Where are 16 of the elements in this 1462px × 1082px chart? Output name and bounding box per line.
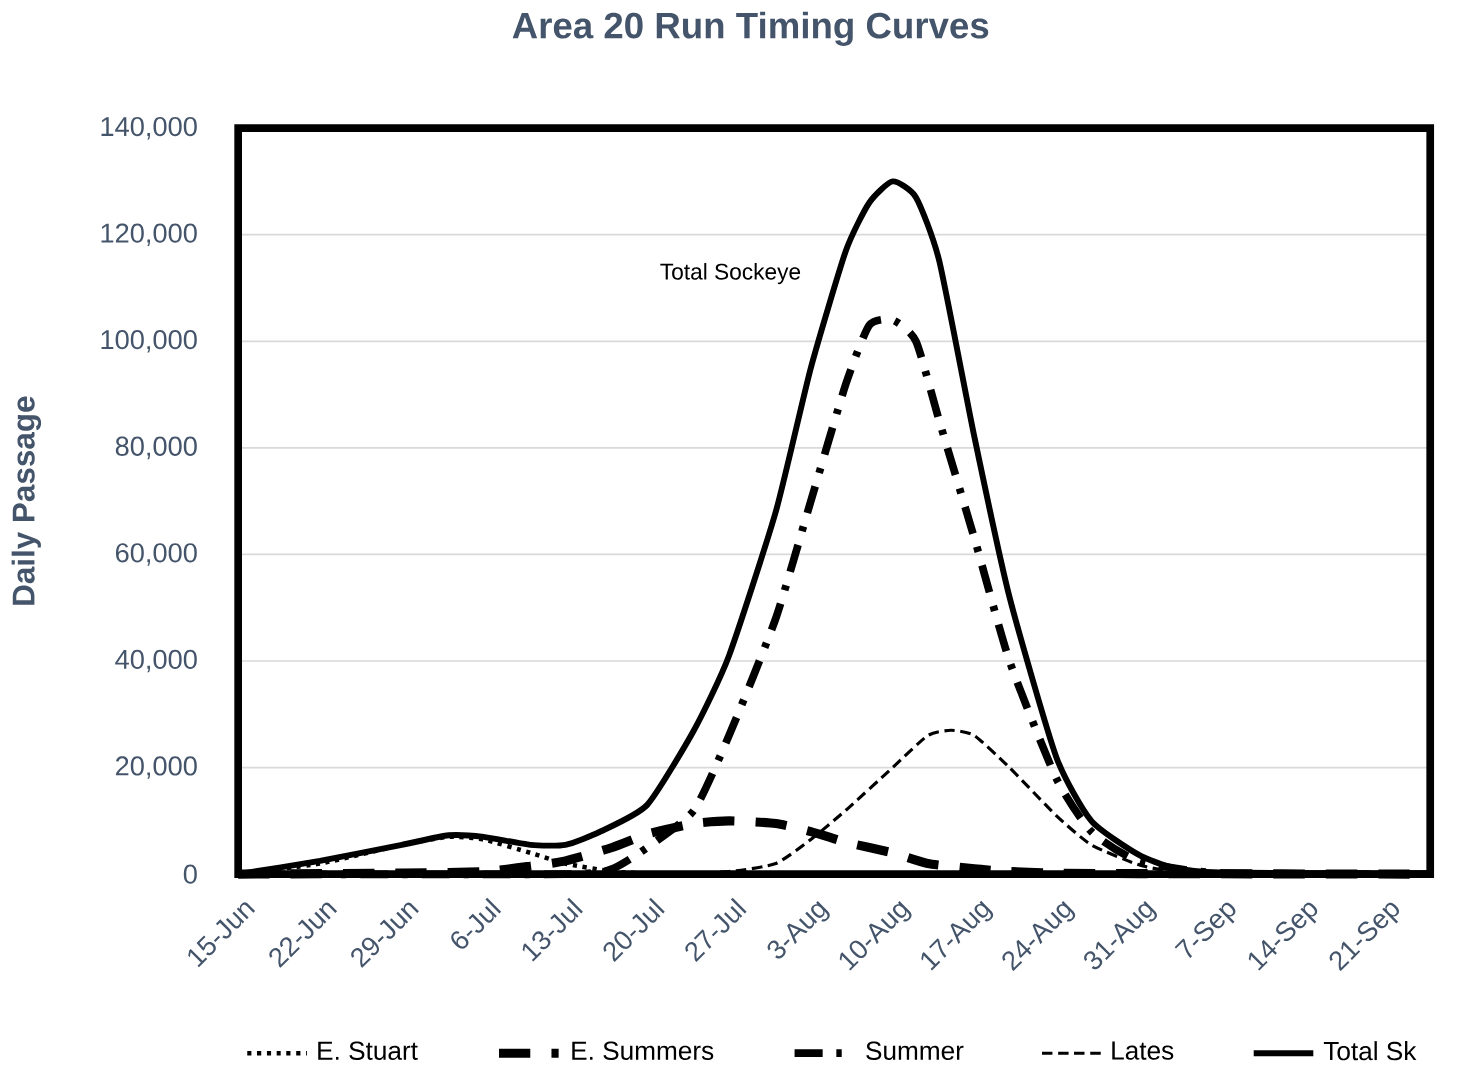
y-tick-label: 40,000: [115, 649, 197, 673]
legend-label: E. Stuart: [318, 1041, 418, 1061]
y-tick-label: 100,000: [101, 330, 197, 353]
legend-label: Lates: [1112, 1041, 1174, 1060]
y-tick-label: 120,000: [101, 223, 197, 247]
chart-title: Area 20 Run Timing Curves: [512, 11, 989, 47]
legend-label: Summer: [866, 1041, 964, 1061]
y-axis-title: Daily Passage: [11, 396, 42, 605]
y-tick-label: 0: [183, 864, 197, 884]
y-tick-label: 60,000: [115, 543, 197, 566]
annotation: Total Sockeye: [660, 263, 801, 285]
y-tick-label: 20,000: [115, 756, 197, 779]
y-tick-label: 140,000: [101, 117, 197, 140]
y-tick-label: 80,000: [115, 436, 197, 460]
legend-label: Total Sk: [1323, 1041, 1417, 1061]
legend-label: E. Summers: [572, 1041, 714, 1061]
